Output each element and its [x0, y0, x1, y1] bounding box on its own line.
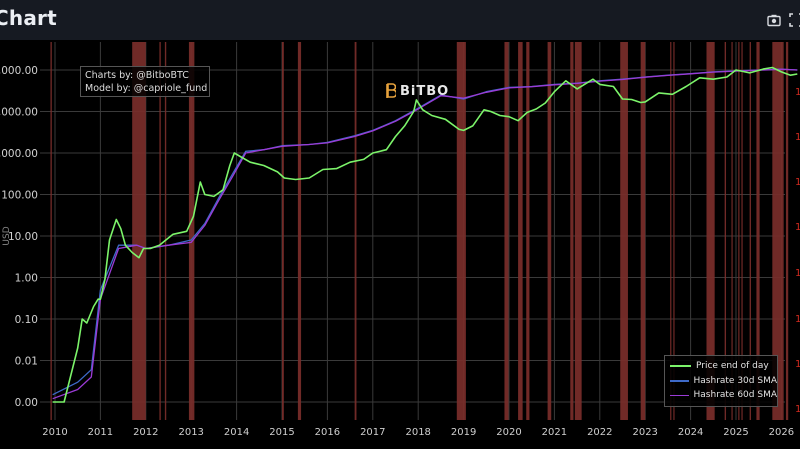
series-hashrate-30d-sma: [52, 68, 798, 396]
capitulation-band: [164, 42, 167, 420]
y-tick-label: 0.01: [15, 356, 38, 368]
credit-model-by: Model by: @capriole_fund: [85, 83, 208, 94]
right-axis-label: 1: [795, 268, 800, 279]
capitulation-band: [749, 42, 751, 420]
x-tick-label: 2016: [315, 427, 340, 438]
y-tick-label: 100.00: [1, 190, 38, 202]
chart-header: Chart: [0, 0, 800, 40]
capitulation-band: [547, 42, 552, 420]
x-tick-label: 2024: [678, 427, 703, 438]
capitulation-band: [673, 42, 675, 420]
y-tick-label: 1,000.00: [0, 148, 38, 160]
capitulation-band: [132, 42, 146, 420]
legend-label: Hashrate 60d SMA: [693, 390, 777, 401]
legend-item-hashrate-60d[interactable]: Hashrate 60d SMA: [670, 388, 777, 403]
capitulation-band: [620, 42, 628, 420]
capitulation-band: [738, 42, 740, 420]
chart-legend: Price end of day Hashrate 30d SMA Hashra…: [664, 355, 778, 407]
legend-label: Price end of day: [696, 361, 769, 372]
capitulation-band: [741, 42, 743, 420]
right-axis-label: 1: [795, 132, 800, 143]
capitulation-band: [756, 42, 760, 420]
capitulation-band: [640, 42, 646, 420]
capitulation-band: [282, 42, 284, 420]
capitulation-band: [724, 42, 727, 420]
camera-icon[interactable]: [766, 12, 782, 28]
x-tick-label: 2014: [224, 427, 249, 438]
x-tick-label: 2010: [42, 427, 67, 438]
x-tick-label: 2017: [360, 427, 385, 438]
right-axis-label: 1: [795, 222, 800, 233]
price-hashrate-chart[interactable]: 0,000.000,000.001,000.00100.0010.001.000…: [0, 40, 800, 445]
bitbo-logo-text: BiTBO: [400, 83, 450, 99]
y-tick-label: 0.10: [15, 314, 38, 326]
capitulation-band: [706, 42, 715, 420]
x-tick-label: 2025: [723, 427, 748, 438]
x-tick-label: 2013: [178, 427, 203, 438]
y-tick-label: 10.00: [8, 231, 38, 243]
x-tick-label: 2020: [496, 427, 521, 438]
capitulation-band: [159, 42, 161, 420]
fullscreen-icon[interactable]: [788, 12, 800, 28]
capitulation-band: [574, 42, 582, 420]
right-axis-label: 1: [795, 404, 800, 415]
legend-swatch-hashrate-60d: [670, 394, 689, 396]
capitulation-band: [670, 42, 672, 420]
x-tick-label: 2019: [451, 427, 476, 438]
capitulation-band: [354, 42, 357, 420]
y-tick-label: 0,000.00: [0, 107, 38, 119]
legend-item-price[interactable]: Price end of day: [670, 359, 777, 374]
x-tick-label: 2015: [269, 427, 294, 438]
capitulation-band: [188, 42, 195, 420]
capitulation-band: [518, 42, 523, 420]
series-price-end-of-day: [52, 66, 798, 403]
right-axis-label: 1: [795, 359, 800, 370]
credit-annotation: Charts by: @BitboBTC Model by: @capriole…: [80, 66, 210, 97]
bitbo-logo: BiTBO: [386, 83, 449, 99]
right-axis-label: 1: [795, 177, 800, 188]
legend-item-hashrate-30d[interactable]: Hashrate 30d SMA: [670, 374, 777, 389]
right-axis-label: 1: [795, 314, 800, 325]
x-tick-label: 2022: [587, 427, 612, 438]
x-tick-label: 2023: [632, 427, 657, 438]
capitulation-band: [772, 42, 784, 420]
x-tick-label: 2011: [88, 427, 113, 438]
y-tick-label: 0.00: [15, 397, 38, 409]
series-hashrate-60d-sma: [52, 68, 798, 400]
capitulation-band: [526, 42, 530, 420]
x-tick-label: 2012: [133, 427, 158, 438]
page-title: Chart: [0, 6, 57, 30]
credit-charts-by: Charts by: @BitboBTC: [85, 70, 189, 81]
capitulation-band: [731, 42, 733, 420]
capitulation-band: [504, 42, 509, 420]
x-tick-label: 2026: [769, 427, 794, 438]
y-tick-label: 1.00: [15, 273, 38, 285]
legend-swatch-hashrate-30d: [670, 380, 689, 382]
capitulation-band: [456, 42, 466, 420]
x-tick-label: 2021: [542, 427, 567, 438]
legend-swatch-price: [670, 365, 691, 368]
capitulation-band: [50, 42, 52, 420]
bitbo-b-icon: [386, 83, 396, 98]
y-axis-title: USD: [2, 226, 12, 245]
y-tick-label: 0,000.00: [0, 65, 38, 77]
capitulation-band: [570, 42, 574, 420]
capitulation-band: [785, 42, 789, 420]
capitulation-band: [297, 42, 302, 420]
x-tick-label: 2018: [405, 427, 430, 438]
right-axis-label: 1: [795, 87, 800, 98]
legend-label: Hashrate 30d SMA: [693, 375, 777, 386]
